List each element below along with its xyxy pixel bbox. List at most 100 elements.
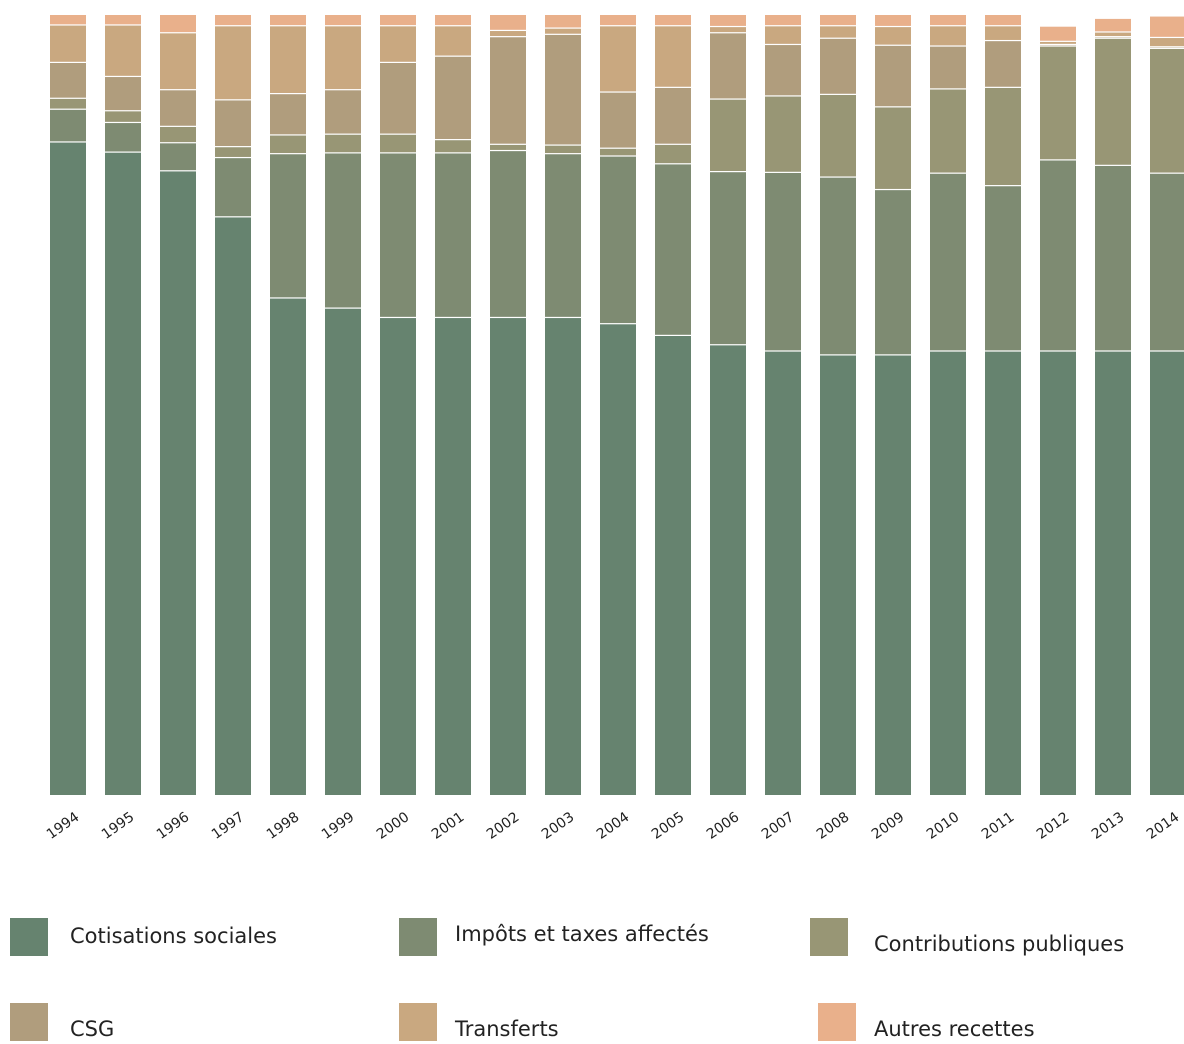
segment-separator: [655, 24, 691, 27]
segment-separator: [875, 187, 911, 191]
segment-separator: [1150, 349, 1184, 352]
legend-swatch-contributions: [810, 918, 848, 956]
bar-segment-2013-1: [1095, 164, 1131, 351]
segment-separator: [875, 353, 911, 356]
x-tick-label-2001: 2001: [429, 809, 467, 843]
segment-separator: [655, 85, 691, 88]
bar-segment-2008-4: [820, 25, 856, 38]
bar-segment-2011-3: [985, 39, 1021, 87]
legend-label-transferts: Transferts: [455, 1017, 559, 1041]
bar-segment-1998-1: [270, 153, 306, 298]
segment-separator: [930, 44, 966, 47]
bar-segment-2001-2: [435, 139, 471, 153]
bar-segment-2000-4: [380, 25, 416, 62]
bar-segment-1998-3: [270, 93, 306, 135]
segment-separator: [105, 120, 141, 124]
segment-separator: [380, 24, 416, 27]
bar-segment-1995-0: [105, 151, 141, 795]
x-tick-label-2002: 2002: [484, 809, 522, 843]
legend-swatch-cotisations: [10, 918, 48, 956]
x-tick-labels: 1994 1995 1996 1997 1998 1999 2000 2001 2002 2003…: [44, 809, 1182, 843]
segment-separator: [1040, 158, 1076, 161]
bar-segment-1994-4: [50, 24, 86, 62]
bar-segment-2010-3: [930, 45, 966, 89]
segment-separator: [600, 154, 636, 157]
bar-segment-2004-2: [600, 147, 636, 156]
bar-segment-2011-1: [985, 185, 1021, 351]
bar-segment-2006-2: [710, 98, 746, 171]
legend-label-contributions: Contributions publiques: [874, 932, 1125, 956]
legend-label-cotisations: Cotisations sociales: [70, 924, 277, 948]
segment-separator: [820, 24, 856, 27]
segment-separator: [490, 148, 526, 152]
legend-label-autres: Autres recettes: [874, 1017, 1035, 1041]
segment-separator: [160, 169, 196, 172]
segment-separator: [820, 353, 856, 356]
bar-segment-1995-1: [105, 121, 141, 152]
segment-separator: [545, 315, 581, 319]
bar-segment-2006-4: [710, 25, 746, 33]
segment-separator: [820, 36, 856, 39]
segment-separator: [985, 184, 1021, 187]
bar-segment-1997-4: [215, 25, 251, 100]
bar-segment-2008-0: [820, 354, 856, 795]
bar-segment-2009-5: [875, 15, 911, 26]
stacked-bar-chart: 1994 1995 1996 1997 1998 1999 2000 2001 2002 2003…: [44, 15, 1184, 843]
bar-segment-1996-2: [160, 125, 196, 143]
segment-separator: [215, 155, 251, 159]
segment-separator: [160, 124, 196, 127]
segment-separator: [1095, 349, 1131, 352]
x-tick-label-1999: 1999: [319, 809, 357, 843]
bar-segment-2010-1: [930, 172, 966, 351]
bar-segment-2002-3: [490, 36, 526, 144]
bar-segment-1999-5: [325, 15, 361, 26]
bar-segment-2003-0: [545, 316, 581, 795]
x-tick-label-2008: 2008: [814, 809, 852, 843]
bar-segment-1997-5: [215, 15, 251, 26]
bar-segment-1995-2: [105, 110, 141, 122]
segment-separator: [930, 349, 966, 352]
bar-segment-2014-4: [1150, 36, 1184, 47]
x-tick-label-2007: 2007: [759, 809, 797, 843]
segment-separator: [325, 88, 361, 91]
segment-separator: [160, 88, 196, 91]
segment-separator: [985, 24, 1021, 27]
x-tick-label-2014: 2014: [1144, 809, 1182, 843]
bar-segment-2014-0: [1150, 350, 1184, 795]
bar-segment-2012-1: [1040, 159, 1076, 351]
x-tick-label-1996: 1996: [154, 809, 192, 843]
segment-separator: [655, 162, 691, 165]
bar-segment-2014-5: [1150, 16, 1184, 37]
bar-segment-2005-2: [655, 143, 691, 164]
segment-separator: [50, 140, 86, 143]
bar-segment-2012-2: [1040, 45, 1076, 160]
bar-segment-2001-4: [435, 25, 471, 56]
segment-separator: [380, 132, 416, 135]
bar-segment-2007-5: [765, 15, 801, 26]
bar-segment-2006-5: [710, 15, 746, 26]
segment-separator: [985, 349, 1021, 352]
bar-segment-2013-2: [1095, 37, 1131, 165]
bar-segment-1996-1: [160, 142, 196, 171]
segment-separator: [1040, 39, 1076, 42]
bar-segment-2001-0: [435, 316, 471, 795]
bar-segment-2006-3: [710, 32, 746, 99]
segment-separator: [380, 315, 416, 319]
segment-separator: [710, 343, 746, 346]
segment-separator: [545, 152, 581, 155]
segment-separator: [765, 170, 801, 173]
bar-segment-2008-2: [820, 93, 856, 177]
x-tick-label-1998: 1998: [264, 809, 302, 843]
x-tick-label-2011: 2011: [979, 809, 1017, 843]
segment-separator: [655, 333, 691, 336]
segment-separator: [875, 24, 911, 28]
bar-segment-1996-4: [160, 32, 196, 90]
bar-segment-2012-5: [1040, 26, 1076, 41]
bar-segment-2011-2: [985, 86, 1021, 186]
segment-separator: [765, 24, 801, 27]
segment-separator: [435, 315, 471, 319]
segment-separator: [710, 97, 746, 100]
segment-separator: [710, 170, 746, 173]
bar-segment-2006-1: [710, 171, 746, 345]
segment-separator: [50, 23, 86, 26]
